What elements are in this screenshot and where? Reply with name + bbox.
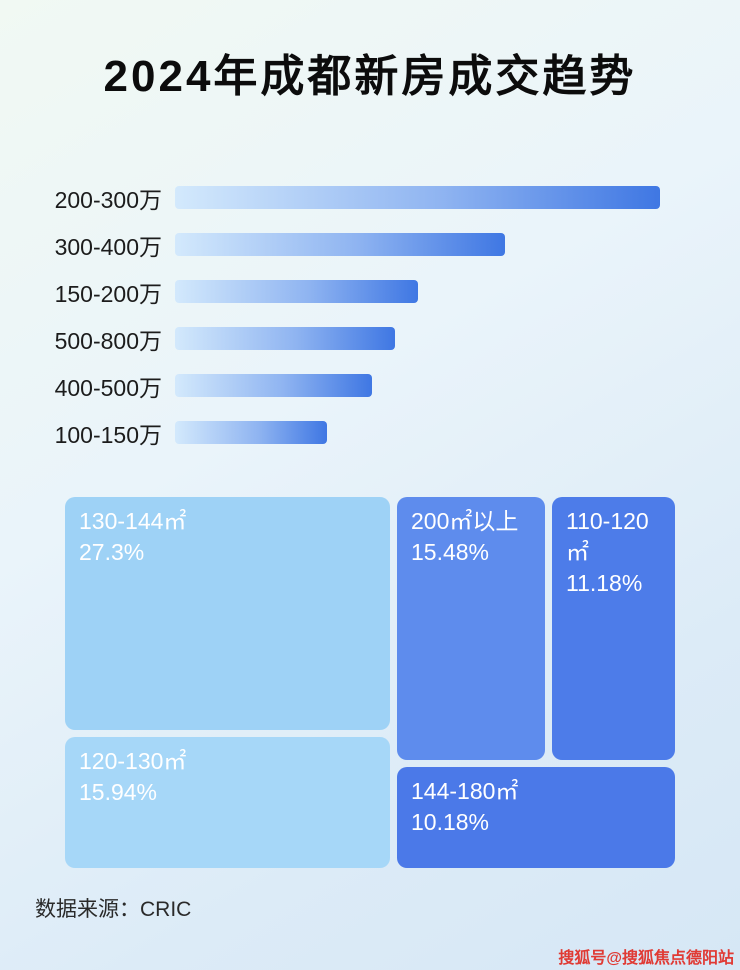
treemap-block-label: 110-120㎡ xyxy=(566,508,649,566)
data-source-label: 数据来源：CRIC xyxy=(35,898,192,921)
bar-fill xyxy=(175,374,372,397)
bar-label: 500-800万 xyxy=(54,327,162,354)
bar-row: 400-500万 xyxy=(0,362,740,409)
page-title: 2024年成都新房成交趋势 xyxy=(103,52,637,101)
treemap-block-percent: 10.18% xyxy=(411,809,490,836)
bar-fill xyxy=(175,280,418,303)
bar-label: 100-150万 xyxy=(54,421,162,448)
bar-row: 150-200万 xyxy=(0,268,740,315)
treemap-block-label: 144-180㎡ xyxy=(411,778,519,804)
treemap-block-label: 200㎡以上 xyxy=(411,508,519,534)
bar-label: 150-200万 xyxy=(54,280,162,307)
bar-label: 400-500万 xyxy=(54,374,162,401)
treemap-block-percent: 11.18% xyxy=(566,570,643,597)
bar-fill xyxy=(175,327,395,350)
bar-row: 300-400万 xyxy=(0,221,740,268)
treemap-block-percent: 27.3% xyxy=(79,539,145,566)
treemap-block-percent: 15.48% xyxy=(411,539,490,566)
bar-fill xyxy=(175,233,505,256)
bar-row: 500-800万 xyxy=(0,315,740,362)
price-range-bar-chart: 200-300万 300-400万 150-200万 500-800万 400-… xyxy=(0,174,740,456)
treemap-block-130-144: 130-144㎡ 27.3% xyxy=(65,497,390,730)
bar-row: 100-150万 xyxy=(0,409,740,456)
watermark-text: 搜狐号@搜狐焦点德阳站 xyxy=(558,950,734,967)
bar-fill xyxy=(175,421,327,444)
treemap-block-110-120: 110-120㎡ 11.18% xyxy=(552,497,675,760)
treemap-block-label: 120-130㎡ xyxy=(79,748,187,774)
treemap-block-200-plus: 200㎡以上 15.48% xyxy=(397,497,545,760)
bar-label: 200-300万 xyxy=(54,186,162,213)
bar-label: 300-400万 xyxy=(54,233,162,260)
bar-row: 200-300万 xyxy=(0,174,740,221)
treemap-block-percent: 15.94% xyxy=(79,779,158,806)
bar-fill xyxy=(175,186,660,209)
area-size-treemap: 130-144㎡ 27.3% 120-130㎡ 15.94% 200㎡以上 15… xyxy=(65,497,675,868)
treemap-block-120-130: 120-130㎡ 15.94% xyxy=(65,737,390,868)
treemap-block-144-180: 144-180㎡ 10.18% xyxy=(397,767,675,868)
treemap-block-label: 130-144㎡ xyxy=(79,508,187,534)
